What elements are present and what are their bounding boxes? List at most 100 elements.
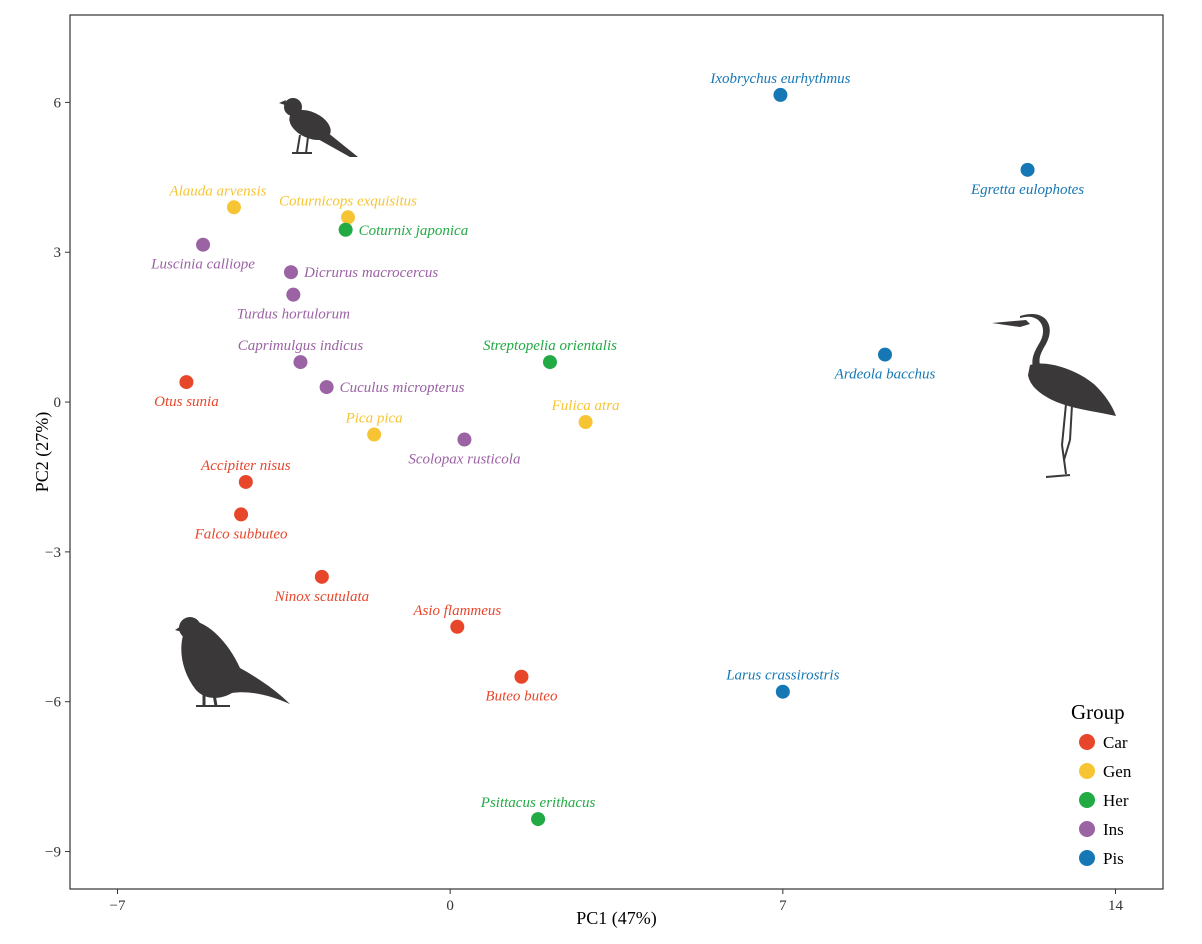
legend-swatch bbox=[1079, 763, 1095, 779]
point-label: Scolopax rusticola bbox=[408, 452, 520, 468]
point-marker bbox=[314, 569, 329, 584]
data-point: Asio flammeus bbox=[412, 603, 501, 634]
point-label: Caprimulgus indicus bbox=[238, 338, 364, 354]
point-marker bbox=[457, 432, 472, 447]
data-point: Turdus hortulorum bbox=[237, 287, 350, 323]
point-marker bbox=[338, 222, 353, 237]
x-axis-title: PC1 (47%) bbox=[576, 908, 657, 929]
data-point: Coturnicops exquisitus bbox=[279, 193, 417, 225]
point-label: Luscinia calliope bbox=[150, 257, 255, 273]
x-tick-label: 0 bbox=[446, 898, 454, 914]
legend-swatch bbox=[1079, 792, 1095, 808]
point-label: Otus sunia bbox=[154, 394, 219, 410]
point-marker bbox=[234, 507, 249, 522]
data-points: Ixobrychus eurhythmus Egretta eulophotes A… bbox=[150, 71, 1084, 827]
point-marker bbox=[367, 427, 382, 442]
legend-entry: Car bbox=[1079, 733, 1128, 752]
point-label: Turdus hortulorum bbox=[237, 307, 350, 323]
legend-label: Ins bbox=[1103, 820, 1124, 839]
point-label: Ninox scutulata bbox=[274, 589, 370, 605]
data-point: Egretta eulophotes bbox=[970, 162, 1084, 198]
data-point: Ixobrychus eurhythmus bbox=[709, 71, 851, 102]
legend-swatch bbox=[1079, 821, 1095, 837]
legend-entry: Gen bbox=[1079, 762, 1132, 781]
point-label: Ardeola bacchus bbox=[834, 367, 936, 383]
point-label: Buteo buteo bbox=[485, 689, 558, 705]
data-point: Pica pica bbox=[345, 411, 403, 442]
legend: Group Car Gen Her Ins Pis bbox=[1071, 700, 1132, 868]
data-point: Dicrurus macrocercus bbox=[283, 265, 438, 281]
point-label: Streptopelia orientalis bbox=[483, 338, 617, 354]
small-bird-silhouette-icon bbox=[279, 98, 358, 157]
legend-label: Pis bbox=[1103, 849, 1124, 868]
data-point: Luscinia calliope bbox=[150, 237, 255, 273]
data-point: Psittacus erithacus bbox=[480, 795, 596, 827]
point-label: Coturnicops exquisitus bbox=[279, 193, 417, 209]
point-marker bbox=[226, 200, 241, 215]
data-point: Larus crassirostris bbox=[725, 668, 840, 699]
x-tick-label: 14 bbox=[1108, 898, 1124, 914]
point-marker bbox=[286, 287, 301, 302]
x-tick-label: −7 bbox=[110, 898, 126, 914]
legend-entry: Her bbox=[1079, 791, 1129, 810]
data-point: Accipiter nisus bbox=[200, 458, 291, 489]
point-label: Dicrurus macrocercus bbox=[303, 265, 438, 281]
data-point: Ninox scutulata bbox=[274, 569, 370, 605]
point-marker bbox=[775, 684, 790, 699]
y-tick-label: −3 bbox=[45, 545, 61, 561]
point-label: Fulica atra bbox=[551, 398, 620, 414]
y-axis-title: PC2 (27%) bbox=[32, 412, 53, 493]
y-tick-label: 6 bbox=[54, 95, 62, 111]
point-label: Pica pica bbox=[345, 411, 403, 427]
point-marker bbox=[877, 347, 892, 362]
point-label: Coturnix japonica bbox=[359, 223, 469, 239]
legend-entry: Pis bbox=[1079, 849, 1124, 868]
legend-label: Car bbox=[1103, 733, 1128, 752]
legend-entry: Ins bbox=[1079, 820, 1124, 839]
data-point: Caprimulgus indicus bbox=[238, 338, 364, 370]
data-point: Coturnix japonica bbox=[338, 222, 469, 239]
falcon-silhouette-icon bbox=[175, 617, 290, 707]
point-label: Psittacus erithacus bbox=[480, 795, 596, 811]
point-label: Egretta eulophotes bbox=[970, 182, 1084, 198]
point-marker bbox=[196, 237, 211, 252]
data-point: Scolopax rusticola bbox=[408, 432, 520, 468]
data-point: Otus sunia bbox=[154, 375, 219, 410]
data-point: Cuculus micropterus bbox=[319, 380, 465, 396]
point-label: Asio flammeus bbox=[412, 603, 501, 619]
data-point: Streptopelia orientalis bbox=[483, 338, 617, 370]
legend-title: Group bbox=[1071, 700, 1125, 724]
point-marker bbox=[1020, 162, 1035, 177]
legend-swatch bbox=[1079, 850, 1095, 866]
data-point: Falco subbuteo bbox=[194, 507, 288, 542]
heron-silhouette-icon bbox=[992, 314, 1116, 478]
point-marker bbox=[319, 380, 334, 395]
point-label: Alauda arvensis bbox=[168, 183, 266, 199]
data-point: Alauda arvensis bbox=[168, 183, 267, 215]
data-point: Buteo buteo bbox=[485, 669, 558, 705]
point-marker bbox=[238, 474, 253, 489]
legend-label: Gen bbox=[1103, 762, 1132, 781]
axes: −7 0 7 14 6 3 0 −3 −6 −9 PC1 (47%) PC2 (27%) bbox=[32, 95, 1123, 929]
data-point: Fulica atra bbox=[551, 398, 620, 430]
point-marker bbox=[341, 210, 356, 225]
y-tick-label: −6 bbox=[45, 695, 61, 711]
x-tick-label: 7 bbox=[779, 898, 787, 914]
point-marker bbox=[514, 669, 529, 684]
point-marker bbox=[293, 355, 308, 370]
point-marker bbox=[283, 265, 298, 280]
y-tick-label: −9 bbox=[45, 845, 61, 861]
point-label: Larus crassirostris bbox=[725, 668, 839, 684]
legend-label: Her bbox=[1103, 791, 1129, 810]
point-marker bbox=[450, 619, 465, 634]
plot-panel-border bbox=[69, 14, 1164, 890]
point-marker bbox=[542, 355, 557, 370]
point-label: Falco subbuteo bbox=[194, 526, 288, 542]
point-marker bbox=[531, 812, 546, 827]
legend-swatch bbox=[1079, 734, 1095, 750]
point-label: Ixobrychus eurhythmus bbox=[709, 71, 850, 87]
point-marker bbox=[179, 375, 194, 390]
y-tick-label: 3 bbox=[54, 245, 62, 261]
point-label: Cuculus micropterus bbox=[340, 380, 465, 396]
